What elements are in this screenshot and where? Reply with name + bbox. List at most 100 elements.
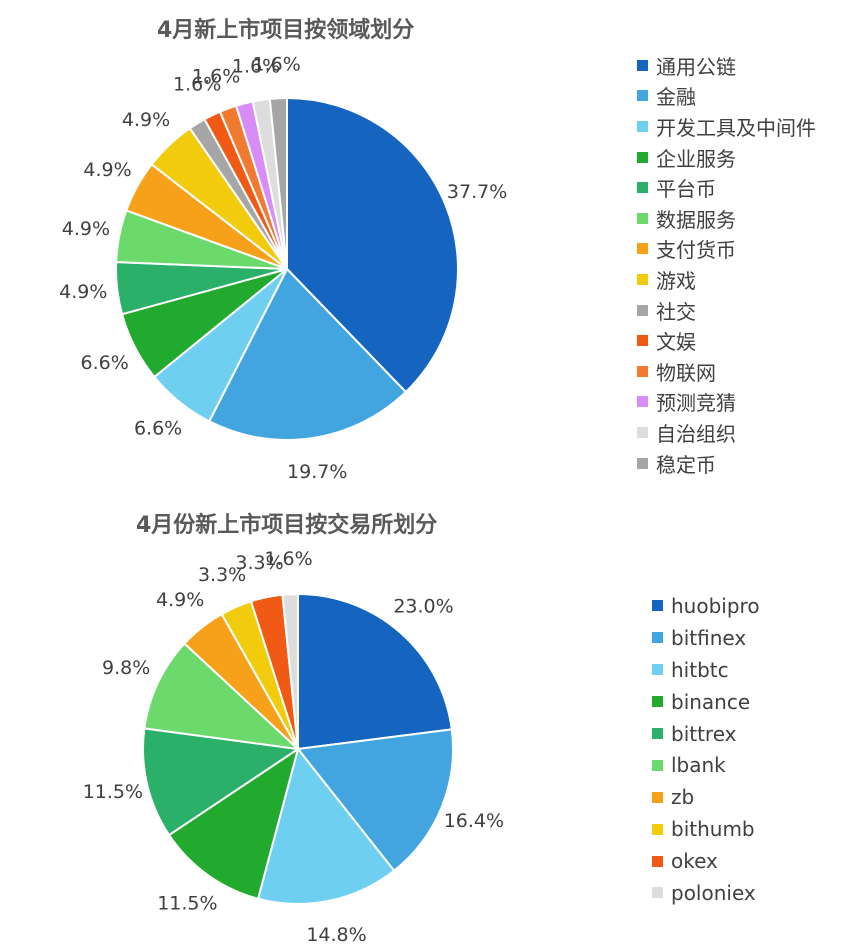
data-label-13: 1.6% (232, 55, 280, 77)
legend-label: binance (671, 689, 751, 714)
legend-item-3: 开发工具及中间件 (637, 111, 816, 142)
legend-swatch (637, 59, 648, 71)
data-label-1: 37.7% (447, 181, 507, 203)
legend-swatch (637, 365, 648, 377)
legend-item-1: 通用公链 (637, 50, 816, 81)
data-label-10: 1.6% (264, 548, 312, 570)
legend-swatch (652, 632, 663, 644)
data-label-10: 1.6% (173, 74, 221, 96)
legend-label: huobipro (671, 593, 760, 618)
legend-item-8: 游戏 (637, 264, 816, 295)
legend-label: 开发工具及中间件 (656, 115, 816, 140)
data-label-3: 6.6% (134, 417, 182, 439)
legend-label: 预测竞猜 (656, 391, 736, 416)
legend-item-10: poloniex (652, 877, 760, 909)
legend-label: 支付货币 (656, 238, 736, 263)
legend-label: zb (671, 785, 695, 810)
legend: huobipro bitfinex hitbtc binance bittrex lban… (652, 590, 760, 909)
pie-slice-2 (207, 267, 408, 441)
pie-slice-6 (143, 642, 301, 751)
pie-plot: 23.0% 16.4% 14.8% 11.5% 11.5% 9.8% 4.9% 3.3%3.3… (83, 548, 504, 946)
pie-chart-by-sector: 4月新上市项目按领域划分 37.7% 19.7% 6.6% 6.6% 4.9% 4.9% 4… (59, 18, 816, 483)
legend-item-4: 企业服务 (637, 142, 816, 173)
legend-label: 稳定币 (656, 452, 716, 477)
legend-label: bittrex (671, 721, 737, 746)
legend-label: hitbtc (671, 657, 729, 682)
legend-item-3: hitbtc (652, 654, 760, 686)
chart-title: 4月份新上市项目按交易所划分 (136, 513, 438, 538)
pie-slice-3 (256, 746, 396, 905)
data-label-4: 11.5% (157, 893, 217, 915)
legend-label: 金融 (656, 85, 696, 110)
data-label-8: 3.3% (198, 564, 246, 586)
legend-swatch (637, 151, 648, 163)
legend-swatch (652, 823, 663, 835)
legend-swatch (637, 304, 648, 316)
legend-label: poloniex (671, 880, 756, 905)
legend-item-4: binance (652, 686, 760, 718)
legend-swatch (637, 90, 648, 102)
legend-swatch (637, 273, 648, 285)
pie-slice-14 (268, 96, 288, 270)
legend-swatch (652, 600, 663, 612)
legend-label: bithumb (671, 817, 755, 842)
legend-swatch (652, 855, 663, 867)
legend-item-12: 预测竞猜 (637, 387, 816, 418)
pie-chart-by-exchange: 4月份新上市项目按交易所划分 23.0% 16.4% 14.8% 11.5% 11.5%… (0, 490, 851, 952)
data-label-11: 1.6% (192, 66, 240, 88)
data-label-5: 4.9% (59, 281, 107, 303)
pie-slice-4 (167, 746, 300, 900)
legend-label: 企业服务 (656, 146, 736, 171)
legend-swatch (652, 759, 663, 771)
legend-swatch (637, 335, 648, 347)
pie-slice-10 (281, 592, 299, 750)
legend-item-8: bithumb (652, 813, 760, 845)
legend-label: okex (671, 849, 718, 874)
legend-label: 游戏 (656, 268, 696, 293)
data-label-14: 1.6% (253, 53, 301, 75)
legend-swatch (652, 887, 663, 899)
legend-swatch (637, 243, 648, 255)
legend-label: 平台币 (656, 177, 716, 202)
legend-item-13: 自治组织 (637, 417, 816, 448)
legend: 通用公链 金融 开发工具及中间件 企业服务 平台币 数据服务 支付货币 游戏 社交 文娱 物联网 预测… (637, 50, 816, 478)
legend-item-2: 金融 (637, 81, 816, 112)
legend-item-11: 物联网 (637, 356, 816, 387)
legend-item-2: bitfinex (652, 622, 760, 654)
legend-item-5: bittrex (652, 718, 760, 750)
legend-item-5: 平台币 (637, 172, 816, 203)
legend-item-1: huobipro (652, 590, 760, 622)
pie-slice-2 (296, 728, 455, 873)
legend-item-9: 社交 (637, 295, 816, 326)
data-label-5: 11.5% (83, 781, 143, 803)
legend-item-6: lbank (652, 749, 760, 781)
pie-slice-1 (297, 592, 453, 751)
data-label-8: 4.9% (122, 109, 170, 131)
legend-swatch (637, 182, 648, 194)
pie-slice-1 (286, 96, 459, 394)
legend-swatch (637, 120, 648, 132)
data-label-2: 19.7% (287, 461, 347, 483)
legend-item-7: zb (652, 781, 760, 813)
legend-swatch (637, 212, 648, 224)
legend-label: 数据服务 (656, 207, 736, 232)
legend-swatch (637, 396, 648, 408)
legend-swatch (652, 664, 663, 676)
legend-swatch (637, 457, 648, 469)
pie-plot: 37.7%19.7%6.6%6.6%4.9%4.9%4.9%4.9%1.6%1.… (59, 53, 507, 483)
data-label-1: 23.0% (393, 595, 453, 617)
legend-label: bitfinex (671, 625, 747, 650)
legend-label: 物联网 (656, 360, 716, 385)
chart-title: 4月新上市项目按领域划分 (157, 18, 415, 43)
legend-item-14: 稳定币 (637, 448, 816, 479)
legend-item-9: okex (652, 845, 760, 877)
legend-swatch (652, 791, 663, 803)
legend-swatch (637, 426, 648, 438)
data-label-3: 14.8% (306, 924, 366, 946)
legend-item-7: 支付货币 (637, 234, 816, 265)
legend-swatch (652, 696, 663, 708)
legend-label: 自治组织 (656, 421, 736, 446)
data-label-7: 4.9% (83, 159, 131, 181)
data-label-4: 6.6% (81, 352, 129, 374)
data-label-6: 9.8% (102, 657, 150, 679)
